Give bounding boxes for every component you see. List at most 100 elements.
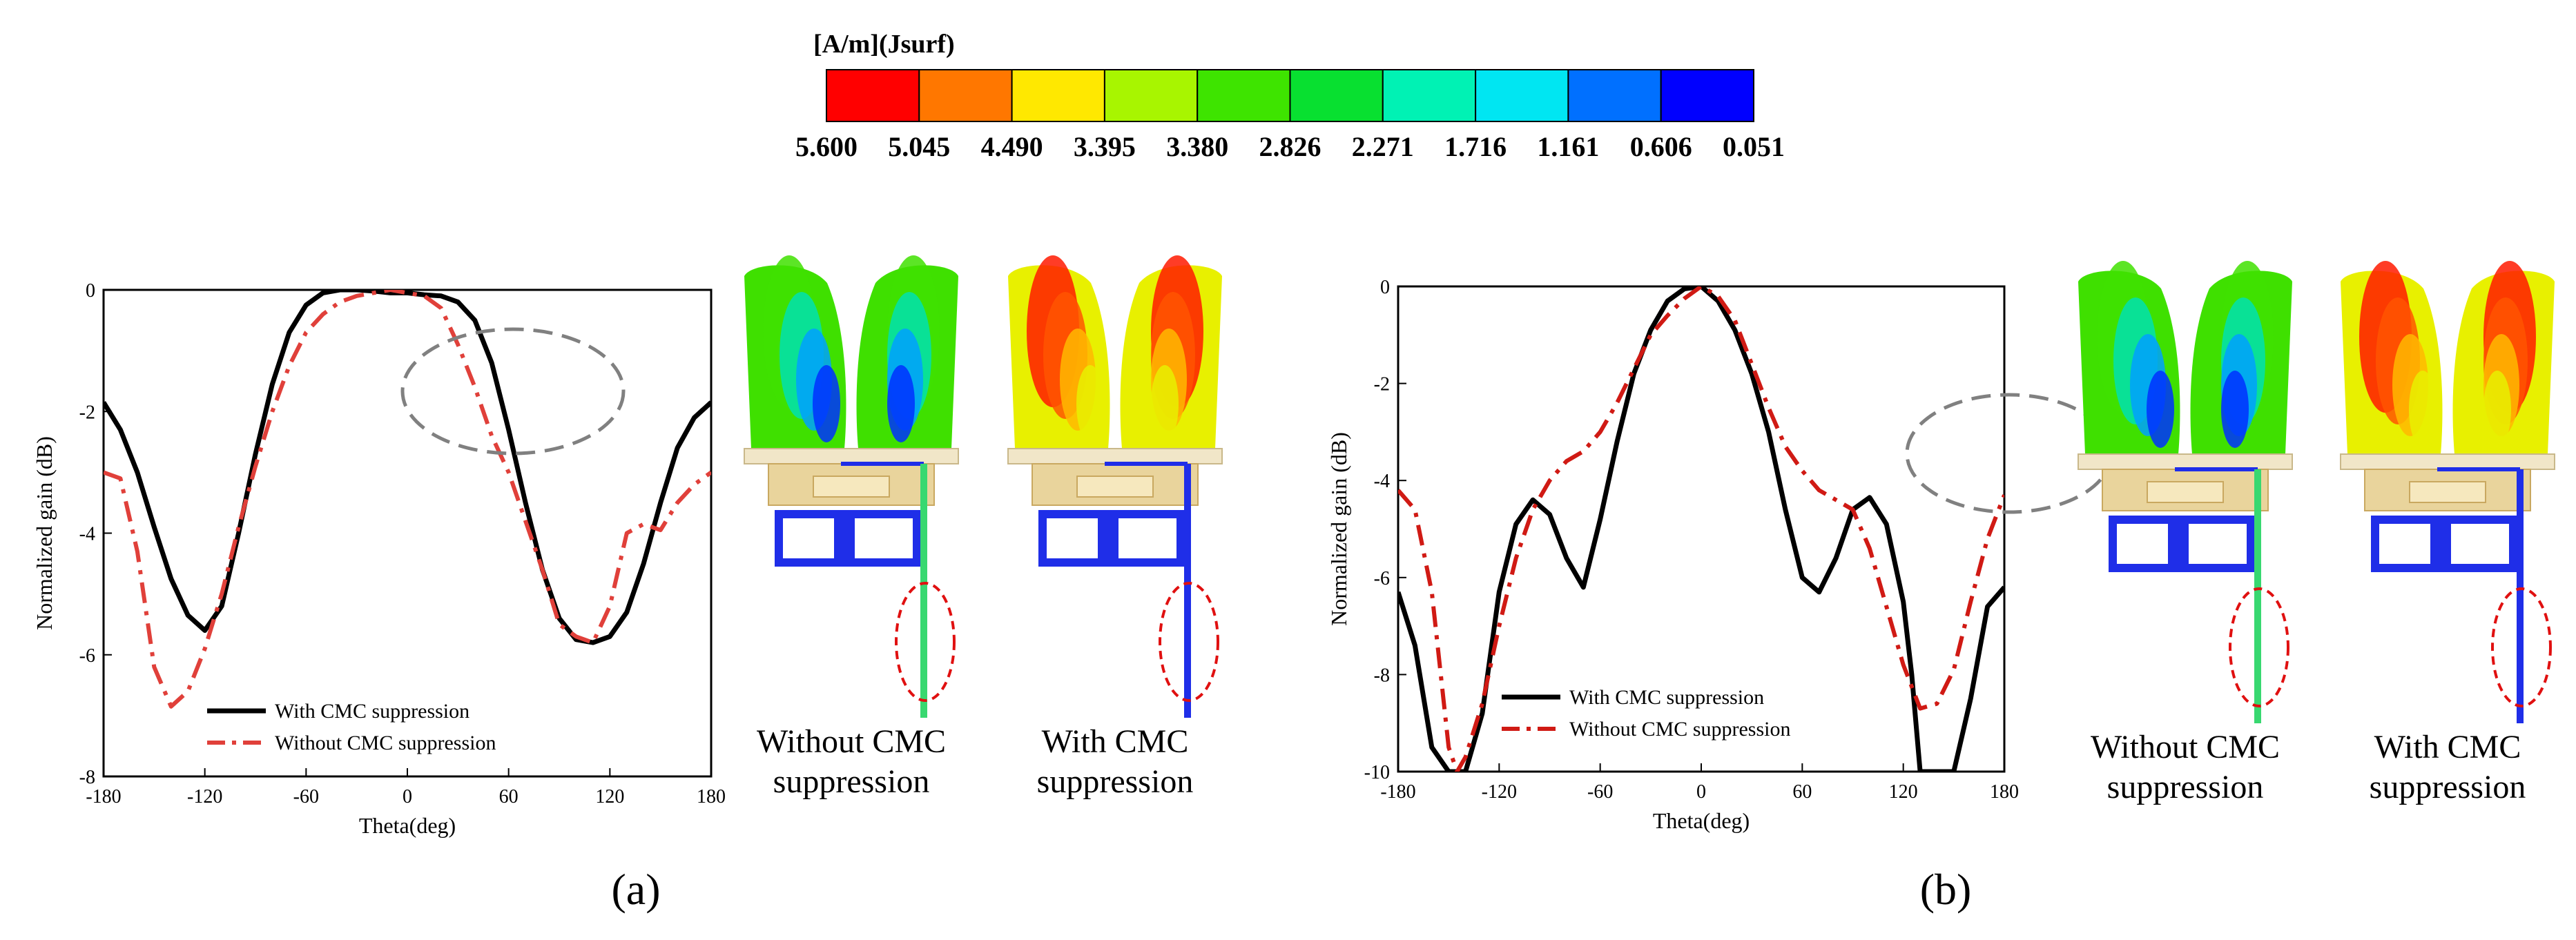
y-tick-label: -10: [1364, 762, 1390, 783]
current-region: [2221, 371, 2249, 448]
plot-area: [1398, 286, 2004, 772]
colorbar-cell: [1103, 69, 1199, 122]
colorbar-cell: [826, 69, 920, 122]
x-tick-label: -180: [86, 786, 121, 807]
balun-stem: [1098, 511, 1118, 566]
colorbar: [A/m](Jsurf) 5.600 5.045 4.490 3.395 3.380 2.8…: [795, 30, 1785, 162]
feed-block-inner: [1076, 476, 1154, 498]
y-tick-label: -6: [1374, 568, 1390, 589]
balun-stem: [834, 511, 855, 566]
legend-label: Without CMC suppression: [275, 732, 496, 754]
colorbar-value: 2.271: [1352, 131, 1414, 162]
y-tick-label: 0: [1380, 277, 1390, 298]
antenna-current-illustration: [744, 255, 959, 718]
colorbar-cell: [1011, 69, 1105, 122]
substrate: [1007, 448, 1223, 464]
x-tick-label: 0: [403, 786, 412, 807]
inset-caption-line2: suppression: [2107, 769, 2264, 805]
series-line-with-cmc: [1398, 286, 2004, 772]
colorbar-cell: [1475, 69, 1569, 122]
y-tick-label: 0: [86, 280, 95, 302]
x-tick-label: -120: [1482, 781, 1517, 803]
y-tick-label: -8: [79, 767, 95, 788]
current-region: [813, 365, 840, 442]
y-axis-label: Normalized gain (dB): [32, 436, 57, 630]
colorbar-cell: [1289, 69, 1384, 122]
colorbar-value: 4.490: [981, 131, 1043, 162]
colorbar-value: 1.716: [1444, 131, 1507, 162]
series-line-without-cmc: [1398, 286, 2004, 772]
x-tick-label: -120: [187, 786, 222, 807]
x-tick-label: 120: [1889, 781, 1918, 803]
inset-caption-line1: Without CMC: [2091, 729, 2280, 765]
inset-caption-line2: suppression: [2370, 769, 2526, 805]
colorbar-cell: [1382, 69, 1477, 122]
legend-label: Without CMC suppression: [1569, 718, 1790, 741]
current-region: [2409, 371, 2437, 448]
x-tick-label: 60: [1792, 781, 1812, 803]
current-region: [887, 365, 915, 442]
x-tick-label: 0: [1696, 781, 1706, 803]
y-tick-label: -4: [79, 524, 95, 545]
x-tick-label: -60: [1587, 781, 1613, 803]
x-tick-label: 120: [595, 786, 624, 807]
substrate: [744, 448, 959, 464]
annotation-ellipse: [400, 327, 626, 456]
colorbar-title: [A/m](Jsurf): [813, 30, 955, 59]
balun-stem: [2430, 516, 2451, 571]
highlight-ellipse: [2229, 587, 2289, 707]
y-tick-label: -6: [79, 645, 95, 667]
colorbar-value: 2.826: [1259, 131, 1321, 162]
colorbar-value: 5.600: [795, 131, 858, 162]
legend-label: With CMC suppression: [275, 700, 469, 723]
x-tick-label: -180: [1380, 781, 1415, 803]
highlight-ellipse: [895, 582, 956, 702]
current-region: [1151, 365, 1179, 442]
feed-block-inner: [2409, 481, 2486, 503]
colorbar-value: 1.161: [1537, 131, 1599, 162]
highlight-ellipse: [1159, 582, 1219, 702]
x-axis-label: Theta(deg): [359, 813, 456, 838]
feed-block-inner: [813, 476, 890, 498]
x-tick-label: -60: [293, 786, 319, 807]
colorbar-value: 0.606: [1630, 131, 1692, 162]
colorbar-cell: [1567, 69, 1662, 122]
colorbar-value: 0.051: [1723, 131, 1785, 162]
panel-a: -180 -120 -60 0 60 120 180 0 -2 -4 -6 -8 Theta(deg) N…: [32, 255, 1223, 914]
series-line-with-cmc: [104, 290, 711, 645]
colorbar-value: 5.045: [888, 131, 950, 162]
inset-caption-line1: Without CMC: [757, 723, 946, 760]
feed-block-inner: [2147, 481, 2224, 503]
highlight-ellipse: [2491, 587, 2552, 707]
inset-caption-line1: With CMC: [1042, 723, 1189, 760]
colorbar-value: 3.395: [1074, 131, 1136, 162]
antenna-current-illustration: [1007, 255, 1223, 718]
panel-label: (b): [1920, 865, 1972, 914]
balun-stem: [2168, 516, 2189, 571]
plot-area: [104, 290, 711, 709]
inset-caption-line2: suppression: [1037, 763, 1194, 800]
x-tick-label: 180: [697, 786, 726, 807]
antenna-current-illustration: [2078, 261, 2293, 723]
panel-b: -180 -120 -60 0 60 120 180 0 -2 -4 -6 -8 -10 Theta(de…: [1326, 261, 2555, 914]
current-region: [2483, 371, 2511, 448]
y-tick-label: -2: [79, 402, 95, 423]
current-region: [1076, 365, 1104, 442]
colorbar-value: 3.380: [1166, 131, 1228, 162]
inset-caption-line2: suppression: [773, 763, 930, 800]
colorbar-cell: [1660, 69, 1754, 122]
y-tick-label: -8: [1374, 665, 1390, 686]
y-axis-label: Normalized gain (dB): [1326, 432, 1351, 626]
antenna-current-illustration: [2340, 261, 2555, 723]
series-line-without-cmc: [104, 290, 711, 709]
colorbar-cell: [918, 69, 1013, 122]
colorbar-cell: [1197, 69, 1291, 122]
substrate: [2340, 453, 2555, 470]
substrate: [2078, 453, 2293, 470]
y-tick-label: -2: [1374, 374, 1390, 395]
x-axis-label: Theta(deg): [1653, 808, 1750, 833]
inset-caption-line1: With CMC: [2374, 729, 2521, 765]
legend-label: With CMC suppression: [1569, 686, 1764, 709]
current-region: [2147, 371, 2174, 448]
x-tick-label: 60: [499, 786, 519, 807]
